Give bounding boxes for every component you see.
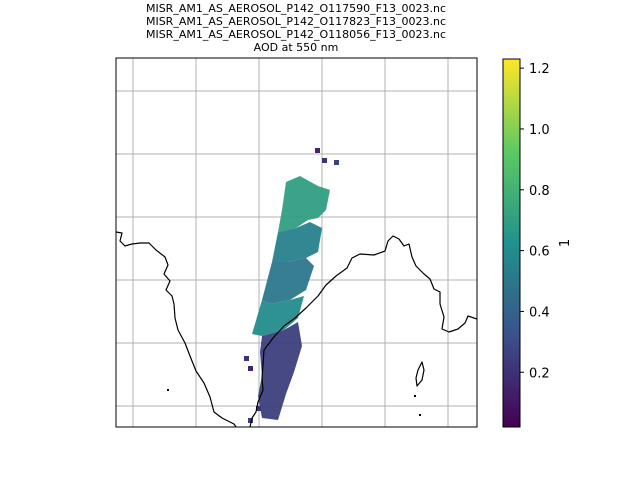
swath-pixel-3 xyxy=(334,160,339,165)
colorbar: 0.2 0.4 0.6 0.8 1.0 1.2 1 xyxy=(502,58,573,428)
title-line-3: MISR_AM1_AS_AEROSOL_P142_O118056_F13_002… xyxy=(146,28,446,41)
map-frame xyxy=(115,57,478,428)
colorbar-tick-label-4: 0.8 xyxy=(529,184,550,199)
map-panel xyxy=(115,57,478,428)
colorbar-tick-label-2: 0.4 xyxy=(529,305,550,320)
coastline xyxy=(116,231,477,427)
title-line-2: MISR_AM1_AS_AEROSOL_P142_O117823_F13_002… xyxy=(146,15,446,28)
swath-segment-south xyxy=(258,322,302,420)
island-dot-2 xyxy=(419,414,421,416)
colorbar-label: 1 xyxy=(558,239,573,247)
island-dot-3 xyxy=(167,389,169,391)
colorbar-tick-label-5: 1.0 xyxy=(529,123,550,138)
chart-title: MISR_AM1_AS_AEROSOL_P142_O117590_F13_002… xyxy=(146,2,446,54)
swath-pixel-4 xyxy=(244,356,249,361)
coastline-island xyxy=(415,361,425,387)
swath-segment-lower-middle xyxy=(252,296,304,336)
colorbar-ticks: 0.2 0.4 0.6 0.8 1.0 1.2 xyxy=(520,62,550,381)
swath-segment-upper-middle xyxy=(272,222,322,262)
swath-pixel-1 xyxy=(315,148,320,153)
colorbar-tick-label-6: 1.2 xyxy=(529,62,550,77)
swath-pixel-5 xyxy=(248,366,253,371)
swath-segment-middle xyxy=(262,258,314,304)
coastline-india-east xyxy=(249,235,477,427)
swath-segment-north xyxy=(278,176,330,232)
aod-swath xyxy=(244,148,339,423)
coastline-india-west xyxy=(116,231,237,427)
swath-pixel-6 xyxy=(256,406,261,411)
colorbar-tick-label-3: 0.6 xyxy=(529,245,550,260)
title-line-4: AOD at 550 nm xyxy=(254,41,339,54)
island-dot-1 xyxy=(414,395,416,397)
colorbar-gradient xyxy=(502,58,521,428)
swath-pixel-7 xyxy=(248,418,253,423)
swath-pixel-2 xyxy=(322,158,327,163)
title-line-1: MISR_AM1_AS_AEROSOL_P142_O117590_F13_002… xyxy=(146,2,446,15)
colorbar-tick-label-1: 0.2 xyxy=(529,366,550,381)
